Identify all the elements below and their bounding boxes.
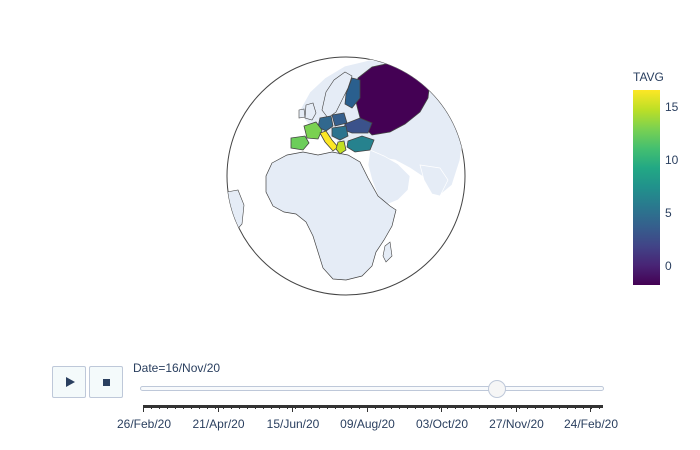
play-button[interactable] [52, 366, 86, 398]
colorbar-tick: 5 [665, 205, 672, 220]
slider-minor-tick [271, 405, 272, 409]
slider-tick-label: 21/Apr/20 [192, 417, 245, 431]
slider-rail[interactable] [140, 386, 604, 391]
slider-minor-tick [327, 405, 328, 409]
slider-minor-tick [551, 405, 552, 409]
slider-minor-tick [567, 405, 568, 409]
colorbar-title: TAVG [633, 70, 664, 84]
slider-tick [515, 405, 517, 412]
arabia-land [367, 149, 411, 206]
slider-minor-tick [247, 405, 248, 409]
slider-minor-tick [151, 405, 152, 409]
country-greece[interactable] [335, 140, 347, 155]
slider-minor-tick [463, 405, 464, 409]
slider-minor-tick [159, 405, 160, 409]
country-turkey[interactable] [346, 135, 375, 153]
slider-minor-tick [375, 405, 376, 409]
slider-minor-tick [519, 405, 520, 409]
slider-tick-label: 09/Aug/20 [340, 417, 395, 431]
slider-minor-tick [455, 405, 456, 409]
slider-tick [217, 405, 219, 412]
slider-minor-tick [423, 405, 424, 409]
slider-minor-tick [311, 405, 312, 409]
madagascar-land [382, 241, 393, 263]
slider-minor-tick [319, 405, 320, 409]
slider-minor-tick [399, 405, 400, 409]
country-spain[interactable] [290, 135, 310, 151]
stop-button[interactable] [89, 366, 123, 398]
slider-minor-tick [143, 405, 144, 409]
slider-current-value: Date=16/Nov/20 [133, 361, 221, 375]
india-land [419, 164, 449, 197]
stop-icon [103, 379, 110, 386]
slider-minor-tick [255, 405, 256, 409]
slider-tick-label: 03/Oct/20 [415, 417, 469, 431]
slider-minor-tick [591, 405, 592, 409]
slider-minor-tick [439, 405, 440, 409]
slider-minor-tick [279, 405, 280, 409]
slider-minor-tick [231, 405, 232, 409]
country-france[interactable] [303, 121, 323, 140]
slider-minor-tick [199, 405, 200, 409]
slider-minor-tick [343, 405, 344, 409]
slider-minor-tick [527, 405, 528, 409]
slider-minor-tick [535, 405, 536, 409]
slider-minor-tick [407, 405, 408, 409]
slider-minor-tick [559, 405, 560, 409]
slider-handle[interactable] [488, 380, 507, 398]
slider-minor-tick [431, 405, 432, 409]
slider-minor-tick [303, 405, 304, 409]
ireland-land [298, 108, 306, 119]
slider-minor-tick [191, 405, 192, 409]
slider-minor-tick [383, 405, 384, 409]
colorbar-tick: 15 [665, 99, 679, 114]
slider-minor-tick [351, 405, 352, 409]
slider-minor-tick [487, 405, 488, 409]
slider-minor-tick [479, 405, 480, 409]
slider-minor-tick [359, 405, 360, 409]
slider-minor-tick [599, 405, 600, 409]
country-balkans[interactable] [331, 125, 349, 141]
slider-tick-label: 24/Feb/20 [563, 417, 619, 431]
slider-tick-label: 27/Nov/20 [489, 417, 544, 431]
slider-minor-tick [295, 405, 296, 409]
slider-minor-tick [447, 405, 448, 409]
slider-minor-tick [367, 405, 368, 409]
uk-land [304, 102, 317, 121]
country-poland[interactable] [331, 112, 348, 127]
slider-tick [441, 405, 442, 412]
slider-minor-tick [543, 405, 544, 409]
slider-minor-tick [575, 405, 576, 409]
slider-minor-tick [239, 405, 240, 409]
slider-minor-tick [207, 405, 208, 409]
colorbar-gradient [633, 90, 660, 285]
slider-minor-tick [391, 405, 392, 409]
slider-axis [143, 405, 603, 408]
slider-minor-tick [583, 405, 584, 409]
slider-minor-tick [183, 405, 184, 409]
colorbar-tick: 0 [665, 258, 672, 273]
slider-minor-tick [503, 405, 504, 409]
slider-minor-tick [215, 405, 216, 409]
slider-minor-tick [415, 405, 416, 409]
slider-minor-tick [263, 405, 264, 409]
slider-minor-tick [175, 405, 176, 409]
slider-minor-tick [471, 405, 472, 409]
slider-minor-tick [223, 405, 224, 409]
slider-tick-label: 15/Jun/20 [266, 417, 320, 431]
slider-minor-tick [511, 405, 512, 409]
slider-minor-tick [167, 405, 168, 409]
play-icon [66, 377, 75, 387]
slider-minor-tick [335, 405, 336, 409]
slider-tick [292, 405, 293, 412]
slider-tick-label: 26/Feb/20 [116, 417, 172, 431]
colorbar-tick: 10 [665, 152, 679, 167]
slider-minor-tick [287, 405, 288, 409]
slider-minor-tick [495, 405, 496, 409]
slider-tick [590, 405, 591, 412]
country-finland[interactable] [344, 77, 361, 109]
